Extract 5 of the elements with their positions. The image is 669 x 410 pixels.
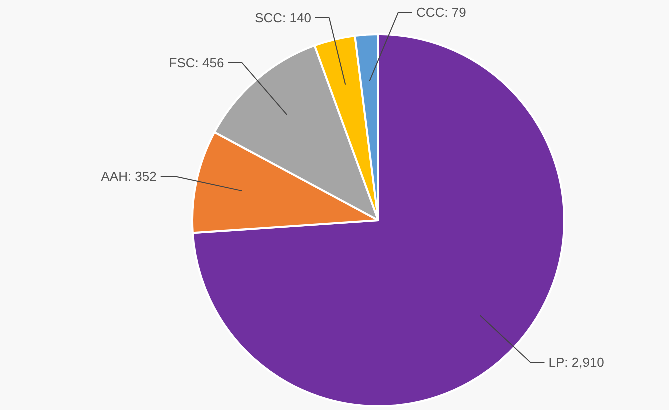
slice-label: SCC: 140 xyxy=(255,10,312,26)
slice-label: AAH: 352 xyxy=(101,169,157,184)
slice-label: LP: 2,910 xyxy=(548,355,604,370)
slice-label: FSC: 456 xyxy=(169,55,224,70)
slice-label: CCC: 79 xyxy=(416,5,466,20)
